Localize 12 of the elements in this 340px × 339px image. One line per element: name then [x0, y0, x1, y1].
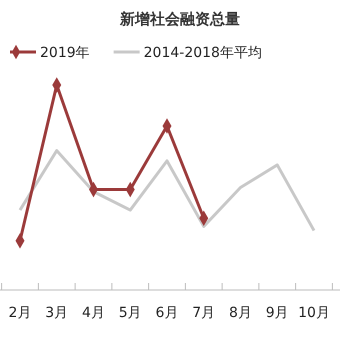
x-tick-label: 8月 — [229, 305, 252, 321]
x-tick-label: 4月 — [82, 305, 105, 321]
legend-label: 2014-2018年平均 — [144, 45, 262, 61]
x-tick-label: 6月 — [156, 305, 178, 321]
x-tick-label: 5月 — [118, 305, 142, 321]
x-tick-label: 3月 — [45, 305, 68, 321]
legend-label: 2019年 — [40, 45, 90, 61]
x-tick-label: 9月 — [266, 305, 289, 321]
x-tick-label: 2月 — [8, 305, 32, 321]
x-tick-label: 10月 — [298, 305, 330, 321]
x-tick-label: 7月 — [192, 305, 216, 321]
chart-title: 新增社会融资总量 — [119, 10, 240, 28]
